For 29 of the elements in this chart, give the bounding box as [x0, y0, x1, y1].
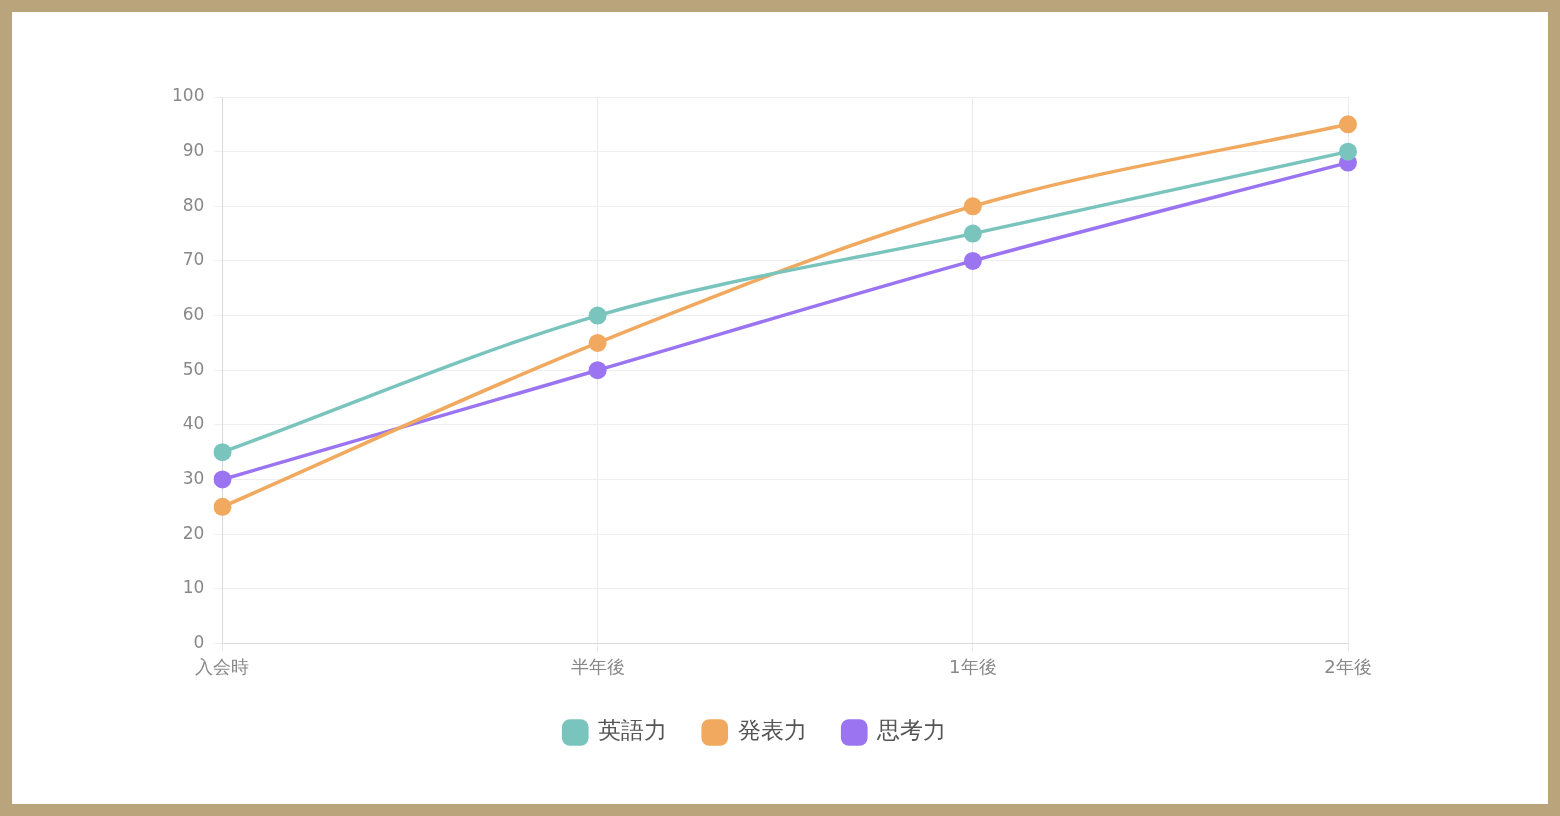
point [963, 224, 982, 243]
y-tick-label: 50 [182, 358, 205, 379]
point [1339, 142, 1357, 161]
point [588, 333, 607, 352]
y-tick-label: 10 [182, 577, 205, 598]
x-tick-label: 2年後 [1324, 655, 1372, 677]
y-tick-label: 90 [182, 140, 205, 161]
y-tick-label: 60 [182, 303, 205, 324]
y-tick-label: 80 [182, 194, 205, 215]
point [1339, 115, 1357, 134]
x-tick-label: 半年後 [570, 655, 625, 677]
y-tick-label: 30 [182, 467, 205, 488]
point [213, 497, 232, 516]
legend-label: 発表力 [737, 717, 807, 744]
y-tick-label: 20 [182, 522, 205, 543]
x-tick-label: 入会時 [195, 655, 250, 677]
y-tick-label: 100 [171, 85, 205, 106]
y-tick-label: 0 [193, 631, 205, 652]
point [963, 251, 982, 270]
point [963, 197, 982, 216]
point [588, 306, 607, 325]
x-tick-label: 1年後 [949, 655, 997, 677]
point [588, 361, 607, 380]
legend-label: 思考力 [876, 717, 947, 744]
legend-label: 英語力 [598, 717, 668, 744]
point [213, 443, 232, 462]
y-tick-label: 40 [182, 413, 205, 434]
point [213, 470, 232, 489]
y-tick-label: 70 [182, 249, 205, 270]
